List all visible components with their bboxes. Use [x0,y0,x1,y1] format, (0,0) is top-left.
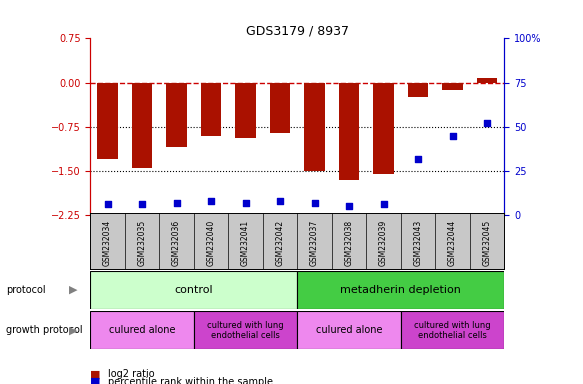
Bar [194,311,297,349]
Bar [477,78,497,83]
Point [206,198,216,204]
Bar [297,271,504,309]
Text: percentile rank within the sample: percentile rank within the sample [108,377,273,384]
Bar [166,83,187,147]
Text: GSM232038: GSM232038 [345,220,353,266]
Text: ▶: ▶ [69,325,77,335]
Text: ■: ■ [90,377,101,384]
Point [448,132,457,139]
Text: ▶: ▶ [69,285,77,295]
Bar [373,83,394,174]
Point [310,200,319,206]
Text: metadherin depletion: metadherin depletion [340,285,461,295]
Point [241,200,250,206]
Text: GSM232045: GSM232045 [483,220,491,266]
Bar [401,311,504,349]
Title: GDS3179 / 8937: GDS3179 / 8937 [246,24,349,37]
Text: GSM232037: GSM232037 [310,220,319,266]
Text: GSM232043: GSM232043 [413,220,423,266]
Bar [90,311,194,349]
Point [482,120,491,126]
Point [345,203,354,209]
Point [379,201,388,207]
Point [103,201,113,207]
Text: GSM232039: GSM232039 [379,220,388,266]
Point [413,156,423,162]
Text: GSM232042: GSM232042 [276,220,285,266]
Bar [97,83,118,159]
Text: protocol: protocol [6,285,45,295]
Text: growth protocol: growth protocol [6,325,82,335]
Bar [90,271,297,309]
Bar [270,83,290,132]
Text: control: control [174,285,213,295]
Point [172,200,181,206]
Text: GSM232036: GSM232036 [172,220,181,266]
Text: GSM232044: GSM232044 [448,220,457,266]
Text: GSM232041: GSM232041 [241,220,250,266]
Bar [235,83,256,139]
Bar [132,83,153,168]
Text: cultured with lung
endothelial cells: cultured with lung endothelial cells [415,321,491,340]
Bar [201,83,222,136]
Text: GSM232034: GSM232034 [103,220,112,266]
Text: culured alone: culured alone [109,325,175,335]
Text: GSM232040: GSM232040 [206,220,216,266]
Text: GSM232035: GSM232035 [138,220,146,266]
Bar [442,83,463,89]
Bar [339,83,359,180]
Text: ■: ■ [90,369,101,379]
Bar [408,83,429,97]
Point [138,201,147,207]
Bar [297,311,401,349]
Point [275,198,285,204]
Text: cultured with lung
endothelial cells: cultured with lung endothelial cells [208,321,284,340]
Text: log2 ratio: log2 ratio [108,369,154,379]
Text: culured alone: culured alone [316,325,382,335]
Bar [304,83,325,171]
